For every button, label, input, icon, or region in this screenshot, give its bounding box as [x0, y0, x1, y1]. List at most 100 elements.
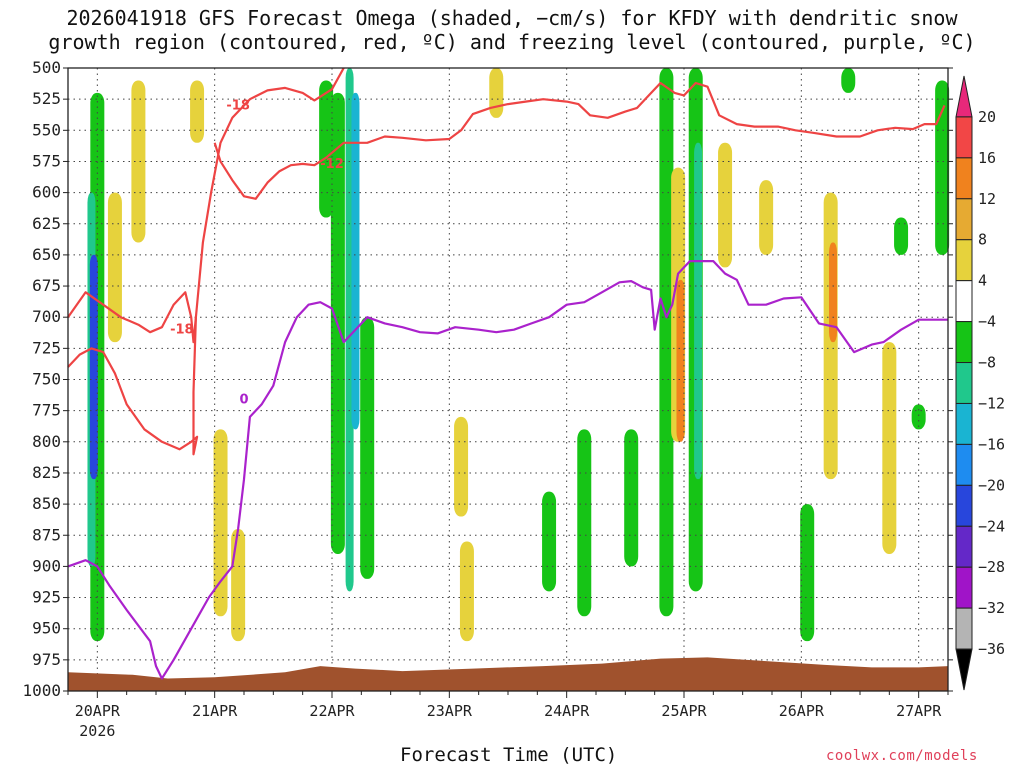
- x-tick-label: 25APR: [661, 702, 707, 720]
- y-tick-label: 950: [32, 619, 61, 638]
- omega-shade-cell: [489, 68, 504, 118]
- colorbar-swatch: [955, 362, 973, 404]
- colorbar-label: −32: [978, 599, 1005, 617]
- colorbar-label: 12: [978, 190, 996, 208]
- colorbar-swatch: [955, 280, 973, 323]
- y-tick-label: 700: [32, 307, 61, 326]
- omega-shade-cell: [190, 80, 205, 143]
- y-tick-label: 875: [32, 525, 61, 544]
- omega-shade-cell: [935, 80, 950, 255]
- y-tick-label: 675: [32, 276, 61, 295]
- colorbar-swatch: [955, 607, 973, 650]
- x-tick-label: 23APR: [427, 702, 473, 720]
- omega-shade-cell: [89, 254, 98, 480]
- y-tick-label: 800: [32, 432, 61, 451]
- omega-shade-cell: [213, 429, 228, 617]
- omega-shade-cell: [894, 217, 909, 255]
- gridlines: [68, 68, 948, 691]
- y-tick-label: 575: [32, 151, 61, 170]
- colorbar-swatch: [955, 402, 973, 445]
- omega-shade-cell: [107, 192, 122, 343]
- omega-shading: [87, 68, 950, 642]
- y-tick-label: 850: [32, 494, 61, 513]
- colorbar-top-arrow: [955, 75, 973, 118]
- omega-shade-cell: [231, 529, 246, 642]
- colorbar-label: −4: [978, 313, 996, 331]
- omega-shade-cell: [659, 68, 674, 617]
- omega-shade-cell: [882, 342, 897, 554]
- x-tick-label: 24APR: [544, 702, 590, 720]
- omega-shade-cell: [829, 242, 838, 343]
- colorbar-label: −12: [978, 394, 1005, 412]
- omega-shade-cell: [624, 429, 639, 567]
- contour-line: [213, 81, 946, 200]
- colorbar: 20 16 12 8 4 −4 −8 −12 −16 −20 −24 −28 −32 −36: [955, 75, 1005, 691]
- colorbar-label: −24: [978, 517, 1005, 535]
- omega-shade-cell: [676, 279, 685, 442]
- colorbar-label: −20: [978, 476, 1005, 494]
- colorbar-label: 20: [978, 108, 996, 126]
- y-tick-label: 650: [32, 245, 61, 264]
- colorbar-swatch: [955, 443, 973, 486]
- omega-shade-cell: [351, 92, 360, 430]
- axes: 500 525 550 575 600 625 650 675 700 725 750 775 800 8…: [22, 58, 953, 740]
- contour-line: [67, 317, 199, 456]
- x-tick-sublabel: 2026: [79, 722, 115, 740]
- y-tick-label: 725: [32, 338, 61, 357]
- chart-title-line-2: growth region (contoured, red, ºC) and f…: [48, 30, 976, 54]
- colorbar-label: 16: [978, 149, 996, 167]
- colorbar-label: 8: [978, 231, 987, 249]
- colorbar-swatch: [955, 239, 973, 282]
- omega-shade-cell: [319, 80, 334, 218]
- colorbar-swatch: [955, 566, 973, 609]
- x-tick-label: 20APR: [75, 702, 121, 720]
- omega-shade-cell: [459, 541, 474, 642]
- y-tick-label: 775: [32, 401, 61, 420]
- contour-line: [67, 260, 948, 680]
- contour-label: -12: [320, 157, 344, 172]
- omega-shade-cell: [360, 317, 375, 579]
- x-tick-label: 26APR: [779, 702, 825, 720]
- colorbar-bottom-arrow: [955, 648, 973, 691]
- colorbar-label: −16: [978, 435, 1005, 453]
- contour-label: -18: [170, 323, 194, 338]
- omega-shade-cell: [759, 180, 774, 255]
- y-tick-label: 500: [32, 58, 61, 77]
- colorbar-swatch: [955, 157, 973, 200]
- colorbar-swatch: [955, 198, 973, 241]
- contour-label: 0: [239, 392, 248, 407]
- colorbar-swatch: [955, 484, 973, 527]
- y-tick-label: 825: [32, 463, 61, 482]
- y-tick-label: 600: [32, 183, 61, 202]
- surface-terrain: [68, 657, 948, 691]
- colorbar-swatch: [955, 321, 973, 364]
- x-tick-label: 21APR: [192, 702, 238, 720]
- omega-shade-cell: [542, 491, 557, 592]
- omega-shade-cell: [454, 416, 469, 517]
- y-tick-label: 550: [32, 120, 61, 139]
- y-tick-label: 525: [32, 89, 61, 108]
- colorbar-label: −28: [978, 558, 1005, 576]
- y-tick-label: 750: [32, 370, 61, 389]
- contours: -18 -18 -12 0: [67, 67, 948, 680]
- omega-shade-cell: [131, 80, 146, 243]
- surface-terrain-fill: [68, 657, 948, 691]
- colorbar-label: −8: [978, 354, 996, 372]
- y-tick-label: 925: [32, 588, 61, 607]
- credit-link[interactable]: coolwx.com/models: [826, 748, 978, 764]
- y-tick-label: 900: [32, 556, 61, 575]
- colorbar-swatch: [955, 116, 973, 159]
- colorbar-label: 4: [978, 272, 987, 290]
- x-tick-label: 22APR: [309, 702, 355, 720]
- omega-shade-cell: [841, 68, 856, 93]
- omega-shade-cell: [577, 429, 592, 617]
- colorbar-label: −36: [978, 640, 1005, 658]
- y-tick-label: 625: [32, 214, 61, 233]
- contour-label: -18: [226, 98, 250, 113]
- colorbar-swatch: [955, 525, 973, 568]
- x-axis-title: Forecast Time (UTC): [400, 744, 618, 766]
- y-tick-label: 1000: [22, 681, 61, 700]
- omega-shade-cell: [800, 504, 815, 642]
- y-tick-label: 975: [32, 650, 61, 669]
